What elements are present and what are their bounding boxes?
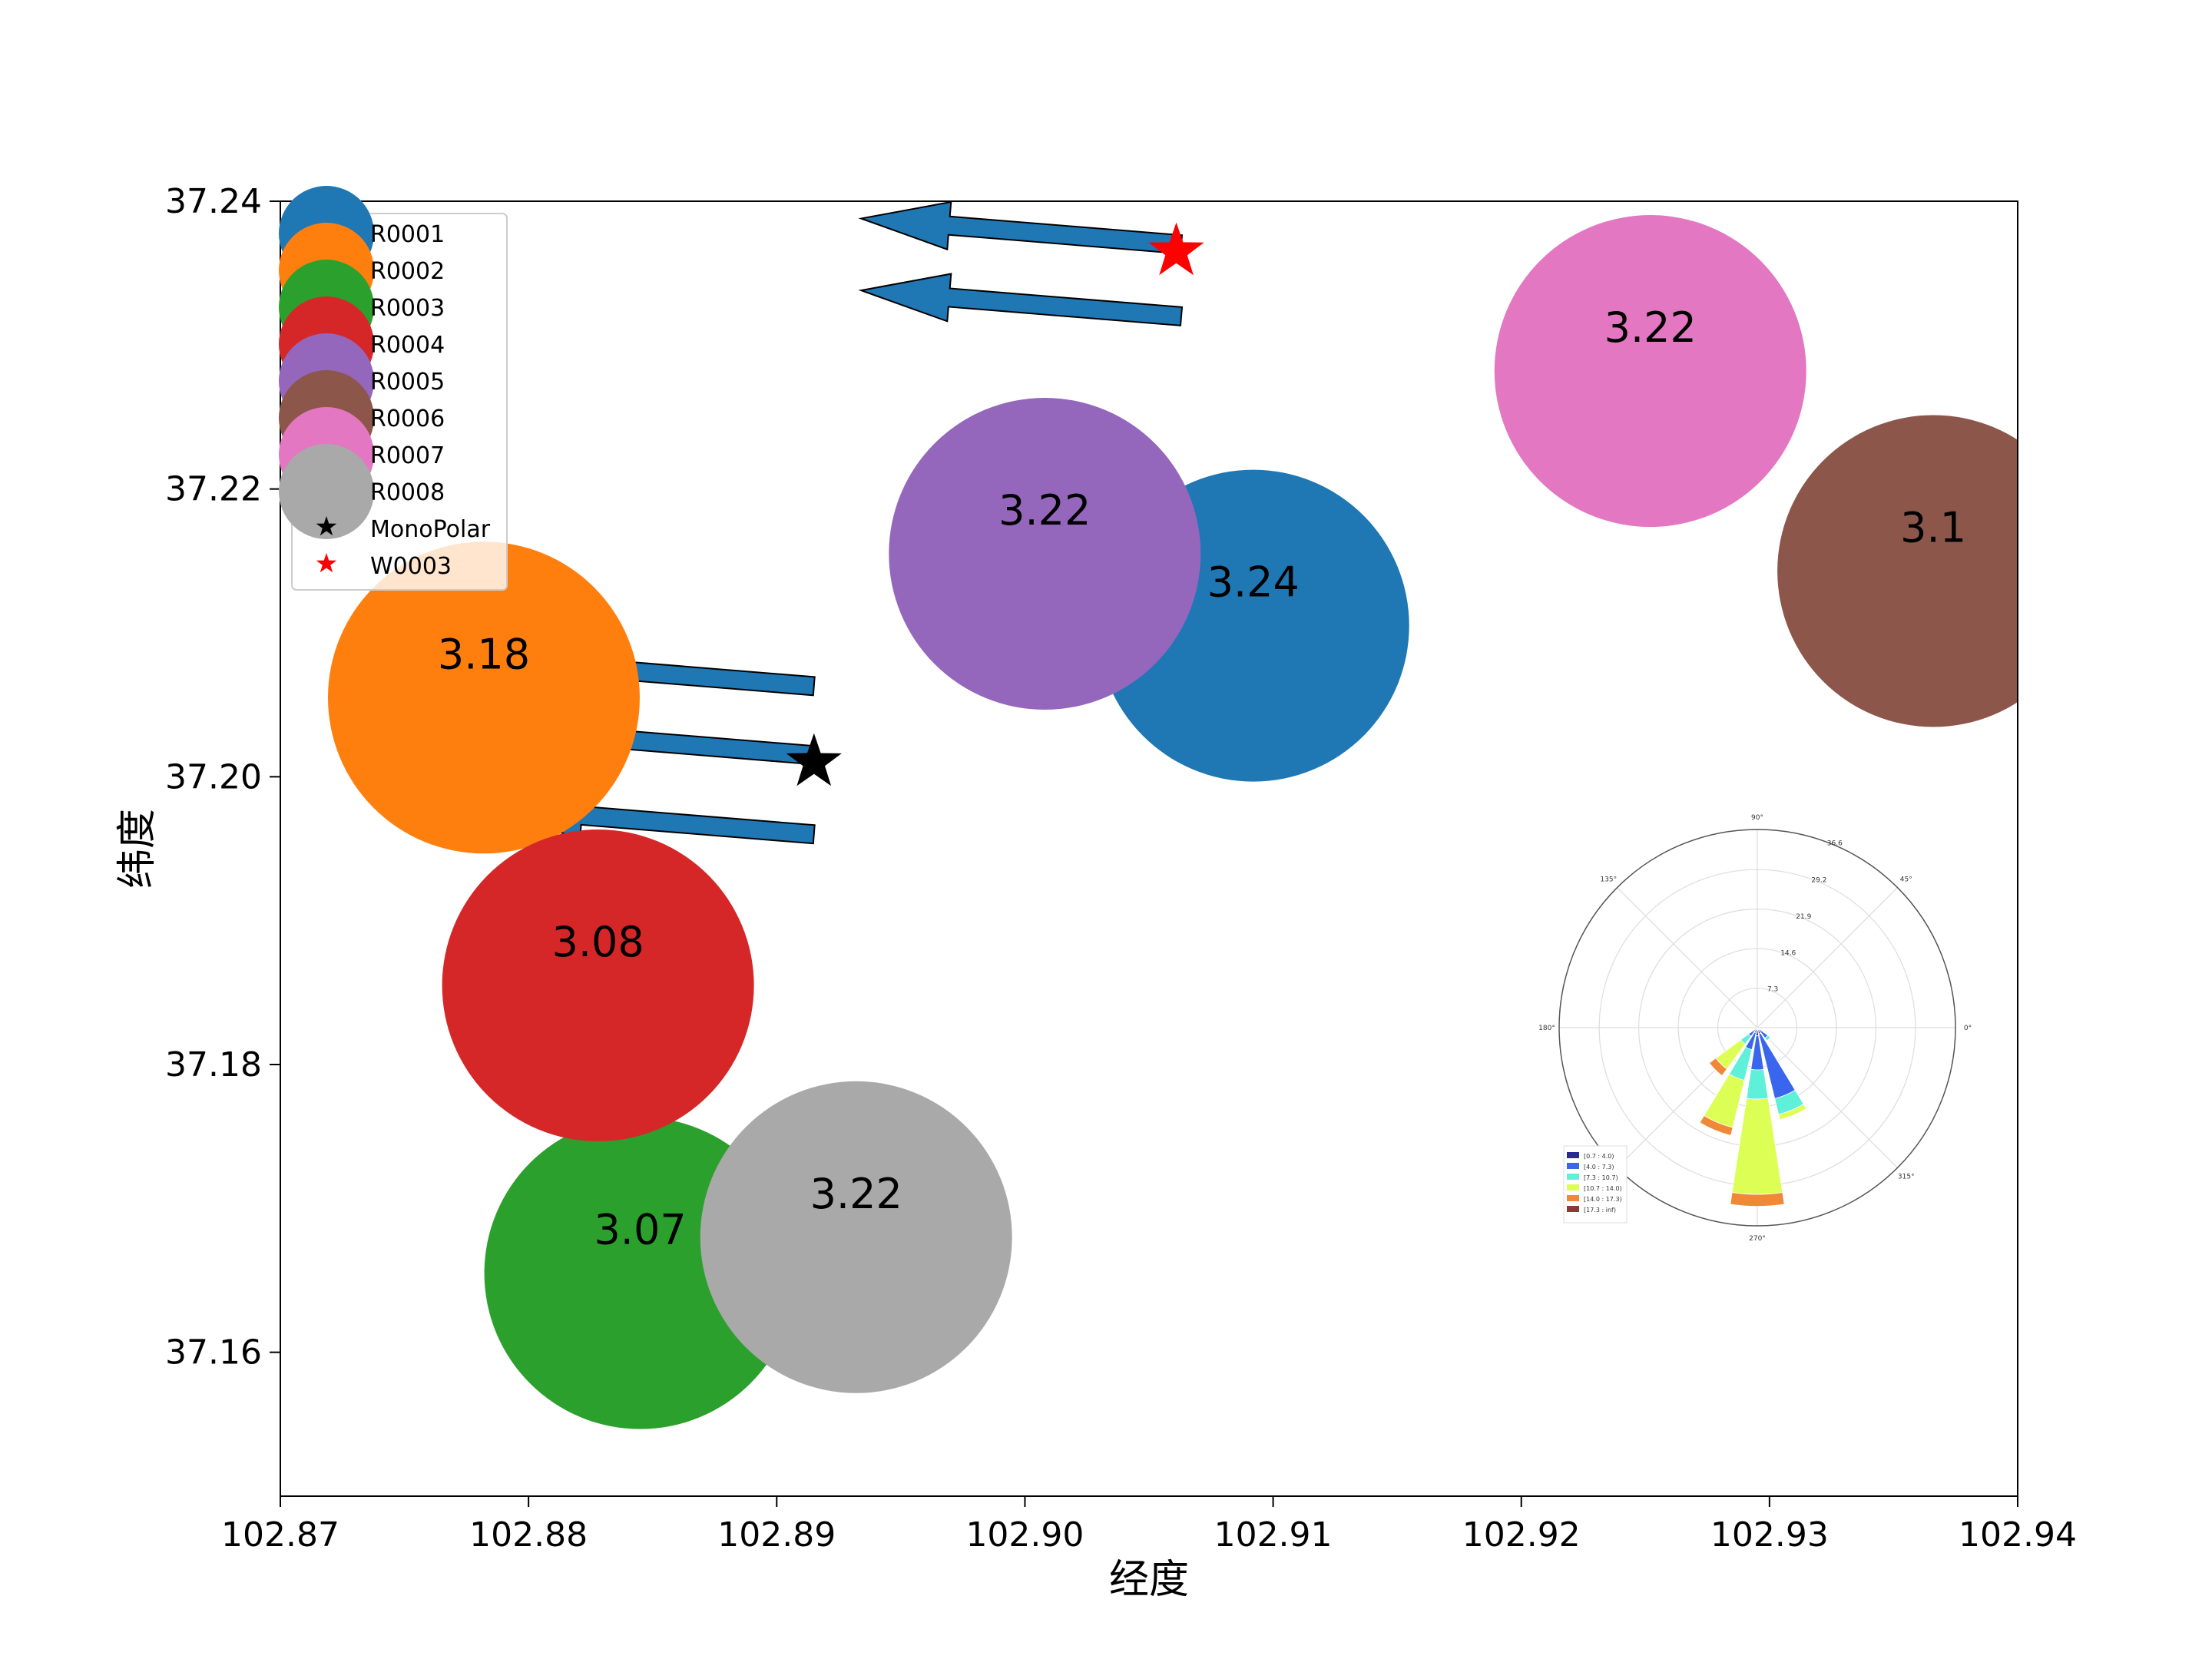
wind-rose-spoke xyxy=(1757,1027,1898,1168)
bubble-value-label: 3.18 xyxy=(438,630,530,678)
wind-rose-bar xyxy=(1708,1058,1727,1077)
legend-label: R0003 xyxy=(370,295,445,322)
wind-rose-legend-swatch xyxy=(1567,1206,1579,1212)
wind-rose-outline xyxy=(1558,829,1956,1227)
bubble-r0002 xyxy=(327,541,640,854)
x-tick-label: 102.93 xyxy=(1710,1515,1829,1555)
legend-label: R0005 xyxy=(370,369,445,396)
wind-rose-legend-swatch xyxy=(1567,1152,1579,1158)
bubble-value-label: 3.1 xyxy=(1900,503,1966,551)
x-tick-label: 102.90 xyxy=(965,1515,1084,1555)
marker-w0003 xyxy=(1148,222,1204,276)
marker-monopolar xyxy=(786,733,842,786)
x-tick-label: 102.94 xyxy=(1959,1515,2077,1555)
x-tick-label: 102.92 xyxy=(1462,1515,1581,1555)
wind-rose-legend-label: [14.0 : 17.3) xyxy=(1584,1196,1622,1203)
legend-marker-r0008 xyxy=(279,444,374,539)
legend-label: W0003 xyxy=(370,553,452,580)
bubble-value-label: 3.24 xyxy=(1207,558,1300,607)
wind-arrow xyxy=(858,201,1184,255)
legend-label: R0006 xyxy=(370,406,445,432)
wind-rose-legend-label: [10.7 : 14.0) xyxy=(1584,1185,1622,1192)
bubble-value-label: 3.08 xyxy=(552,918,644,966)
x-tick-label: 102.89 xyxy=(717,1515,836,1555)
wind-rose-spoke xyxy=(1617,887,1758,1028)
bubble-r0008 xyxy=(700,1081,1012,1393)
wind-rose-radial-label: 21.9 xyxy=(1796,913,1811,921)
wind-rose-angle-label: 270° xyxy=(1749,1235,1766,1243)
wind-rose-inset: 7.3 14.6 21.9 29.2 36.6 90° 45° 0° 315° 270° 135° 1… xyxy=(1538,814,1972,1243)
wind-rose-angle-label: 0° xyxy=(1964,1025,1972,1032)
bubble-r0007 xyxy=(1494,215,1806,528)
bubble-r0004 xyxy=(442,829,754,1141)
wind-rose-radial-label: 7.3 xyxy=(1767,986,1778,994)
star-markers xyxy=(786,222,1204,786)
bubble-r0006 xyxy=(1777,415,2018,727)
bubble-value-label: 3.22 xyxy=(998,486,1091,535)
bubbles: 3.24 3.18 3.07 3.08 3.22 3.1 3.22 3.22 xyxy=(327,215,2018,1429)
wind-rose-bar xyxy=(1778,1103,1807,1121)
wind-rose-legend-label: [7.3 : 10.7) xyxy=(1584,1174,1618,1181)
plot-frame xyxy=(280,200,2018,1497)
legend-marker-monopolar xyxy=(316,516,337,536)
bubble-value-label: 3.07 xyxy=(594,1206,686,1254)
legend-label: R0007 xyxy=(370,442,445,469)
wind-rose-legend-label: [4.0 : 7.3) xyxy=(1584,1164,1614,1171)
y-axis-label: 纬度 xyxy=(114,809,161,889)
legend-label: R0008 xyxy=(370,479,445,506)
legend: R0001 R0002 R0003 R0004 R0005 R0006 R0007 R0008… xyxy=(279,186,508,591)
y-axis-ticks: 37.16 37.18 37.20 37.22 37.24 xyxy=(165,182,280,1373)
y-tick-label: 37.18 xyxy=(165,1045,262,1084)
legend-label: MonoPolar xyxy=(370,516,491,543)
wind-rose-legend-swatch xyxy=(1567,1195,1579,1201)
legend-marker-w0003 xyxy=(316,553,337,573)
wind-rose-legend-label: [17.3 : inf) xyxy=(1584,1207,1616,1214)
wind-rose-spoke xyxy=(1757,887,1898,1028)
wind-rose-radial-label: 36.6 xyxy=(1827,840,1843,848)
x-tick-label: 102.91 xyxy=(1214,1515,1333,1555)
wind-rose-bar xyxy=(1699,1115,1734,1136)
wind-arrow xyxy=(858,273,1184,326)
wind-rose-bar xyxy=(1757,1027,1761,1030)
legend-label: R0001 xyxy=(370,221,445,248)
y-tick-label: 37.20 xyxy=(165,757,262,796)
x-tick-label: 102.88 xyxy=(469,1515,588,1555)
wind-rose-angle-label: 45° xyxy=(1900,876,1912,883)
wind-rose-angle-label: 90° xyxy=(1751,814,1763,822)
bubble-r0005 xyxy=(889,397,1201,710)
wind-rose-legend-swatch xyxy=(1567,1163,1579,1169)
wind-rose-bar xyxy=(1764,1035,1771,1041)
wind-rose-radial-label: 14.6 xyxy=(1780,949,1796,957)
y-tick-label: 37.16 xyxy=(165,1333,262,1373)
wind-rose-legend-label: [0.7 : 4.0) xyxy=(1584,1153,1614,1160)
x-tick-label: 102.87 xyxy=(221,1515,339,1555)
y-tick-label: 37.24 xyxy=(165,182,262,221)
x-axis-label: 经度 xyxy=(1109,1557,1189,1603)
wind-rose-angle-label: 315° xyxy=(1898,1174,1915,1181)
wind-rose-legend-swatch xyxy=(1567,1184,1579,1190)
x-axis-ticks: 102.87 102.88 102.89 102.90 102.91 102.92 102.… xyxy=(221,1496,2077,1555)
y-tick-label: 37.22 xyxy=(165,470,262,509)
bubble-value-label: 3.22 xyxy=(1604,303,1697,352)
wind-rose-angle-label: 180° xyxy=(1538,1025,1555,1032)
legend-label: R0002 xyxy=(370,258,445,285)
wind-rose-radial-label: 29.2 xyxy=(1811,877,1826,885)
bubble-value-label: 3.22 xyxy=(810,1170,902,1218)
legend-label: R0004 xyxy=(370,332,445,359)
wind-rose-bar xyxy=(1730,1192,1785,1207)
wind-rose-legend-swatch xyxy=(1567,1174,1579,1180)
wind-rose-angle-label: 135° xyxy=(1600,876,1617,883)
